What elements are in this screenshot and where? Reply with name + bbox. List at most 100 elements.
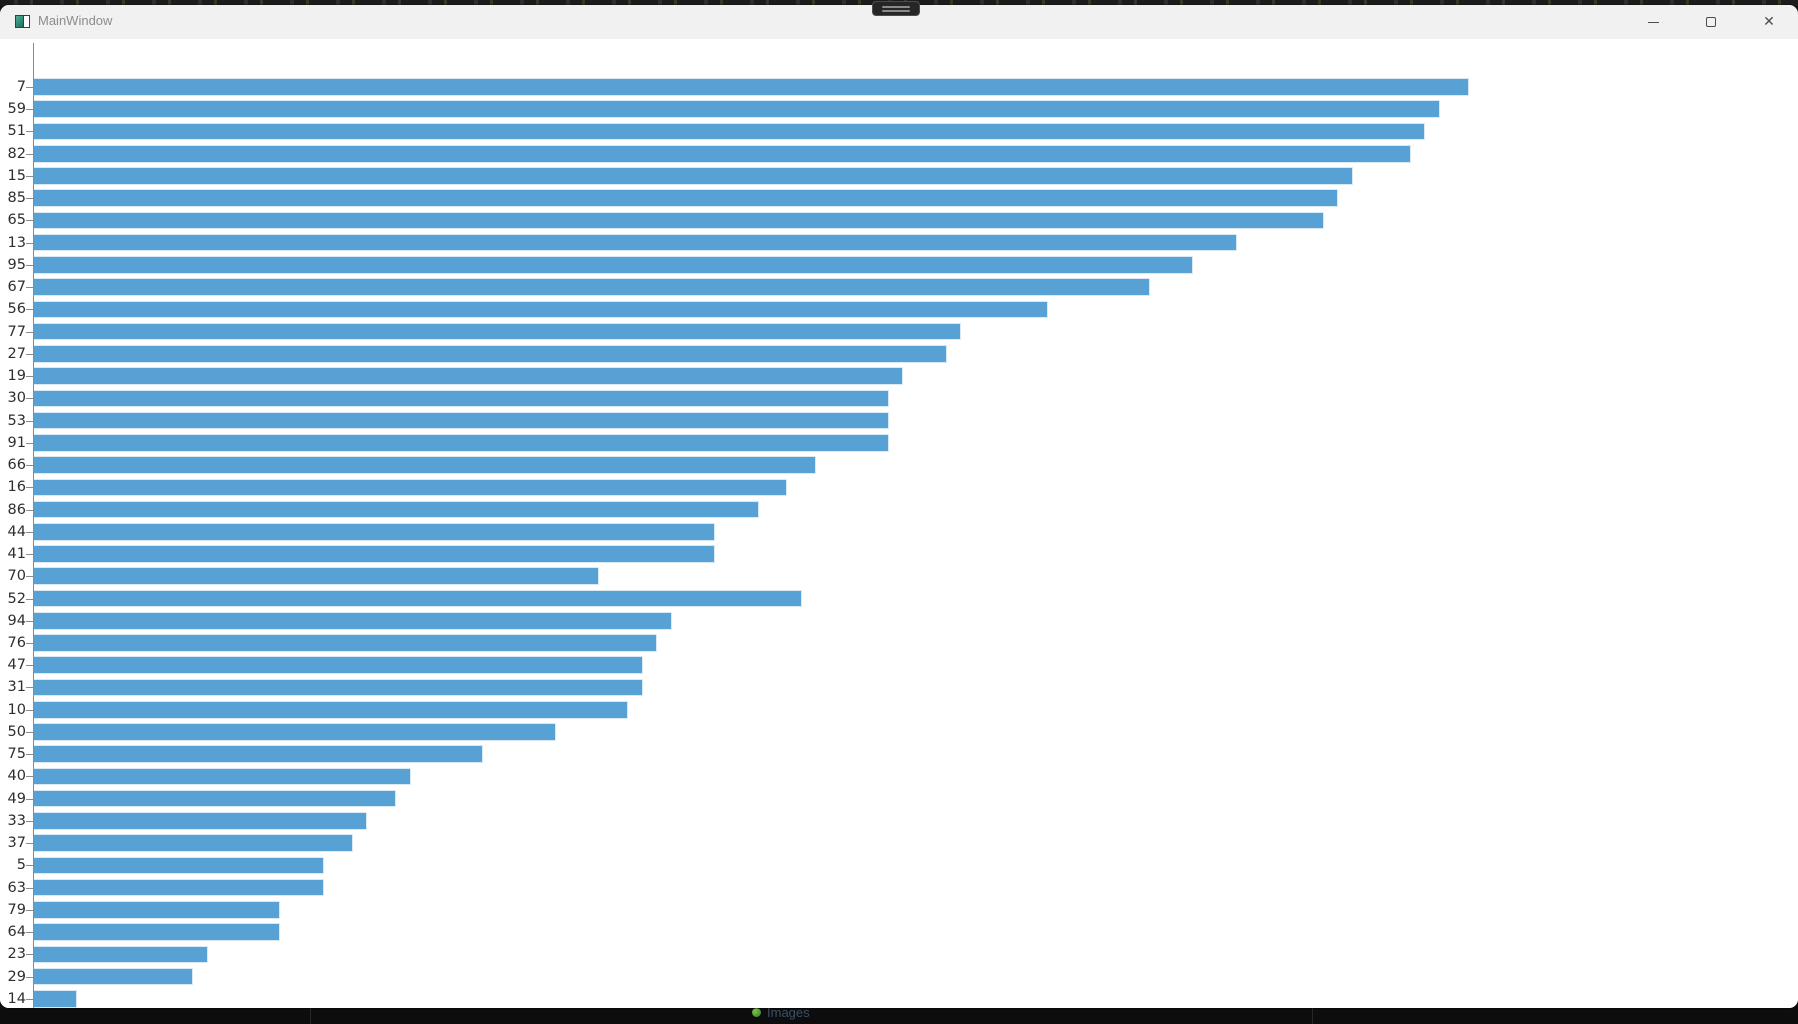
bar [34,611,672,630]
y-tick-label: 14 [7,990,26,1007]
bar [34,723,556,741]
y-tick-label: 67 [7,279,26,296]
bar [34,545,716,563]
app-icon-pane [16,16,24,27]
y-tick [26,709,33,711]
y-tick-label: 85 [7,190,26,207]
y-tick-label: 53 [7,412,26,429]
bar [34,523,716,541]
y-tick-label: 15 [7,167,26,184]
y-tick [26,420,33,422]
y-tick [26,509,33,511]
y-tick-label: 40 [7,768,26,785]
y-tick-label: 59 [7,101,26,118]
y-tick-label: 94 [7,612,26,629]
y-tick [26,175,33,177]
y-tick [26,998,33,1000]
y-tick-label: 27 [7,345,26,362]
y-tick-label: 56 [7,301,26,318]
bar [34,767,411,786]
bar [34,211,1324,230]
pill-line [882,5,910,8]
y-tick-label: 19 [7,368,26,385]
y-tick [26,620,33,622]
y-tick [26,220,33,222]
minimize-button[interactable] [1624,5,1682,39]
y-tick-label: 31 [7,679,26,696]
y-tick [26,554,33,556]
bar [34,967,194,986]
bar [34,300,1049,319]
y-tick-label: 79 [7,901,26,918]
bar [34,322,962,341]
y-tick [26,865,33,867]
bar [34,500,759,519]
bar [34,144,1411,163]
screen-handle-pill[interactable] [872,1,920,16]
close-icon: ✕ [1763,14,1775,30]
bar [34,634,658,652]
bar [34,812,368,830]
bar [34,389,889,408]
y-tick [26,798,33,800]
y-tick [26,242,33,244]
y-tick-label: 41 [7,546,26,563]
y-tick-label: 76 [7,635,26,651]
y-tick [26,331,33,333]
y-tick-label: 95 [7,256,26,273]
y-tick [26,309,33,311]
maximize-icon [1706,17,1716,27]
y-tick [26,731,33,733]
y-tick-label: 86 [7,501,26,518]
y-tick-label: 37 [7,835,26,852]
background-taskbar: Images [0,1003,1798,1024]
background-taskbar-label: Images [767,1005,810,1020]
y-tick-label: 16 [7,479,26,496]
y-tick-label: 13 [7,234,26,251]
y-tick [26,776,33,778]
y-tick-label: 30 [7,390,26,407]
y-tick-label: 65 [7,212,26,229]
bar [34,878,324,897]
y-tick [26,487,33,489]
taskbar-separator [310,1003,311,1024]
y-tick [26,598,33,600]
bar [34,856,324,875]
y-tick [26,442,33,444]
y-tick [26,687,33,689]
y-tick-label: 64 [7,924,26,941]
y-tick [26,398,33,400]
maximize-button[interactable] [1682,5,1740,39]
bar [34,345,947,363]
y-tick [26,287,33,289]
bar [34,567,600,586]
y-tick-label: 82 [7,145,26,162]
bar [34,678,643,697]
y-tick [26,887,33,889]
pill-line [882,9,910,12]
bar [34,656,643,675]
bar [34,278,1150,296]
bar [34,901,281,919]
bar [34,478,788,497]
bar [34,233,1237,252]
y-tick-label: 75 [7,746,26,763]
minimize-icon [1647,21,1659,23]
y-tick [26,976,33,978]
window-title: MainWindow [38,13,113,28]
y-tick-label: 10 [7,701,26,718]
bar [34,700,629,719]
y-tick [26,665,33,667]
y-tick [26,198,33,200]
y-tick [26,465,33,467]
y-tick-label: 33 [7,812,26,829]
y-tick [26,531,33,533]
bar [34,167,1353,185]
y-tick-label: 47 [7,657,26,674]
close-button[interactable]: ✕ [1740,5,1798,39]
green-dot-icon [752,1008,761,1017]
y-tick-label: 63 [7,879,26,896]
y-axis-spine [33,43,34,1008]
bar [34,122,1426,141]
